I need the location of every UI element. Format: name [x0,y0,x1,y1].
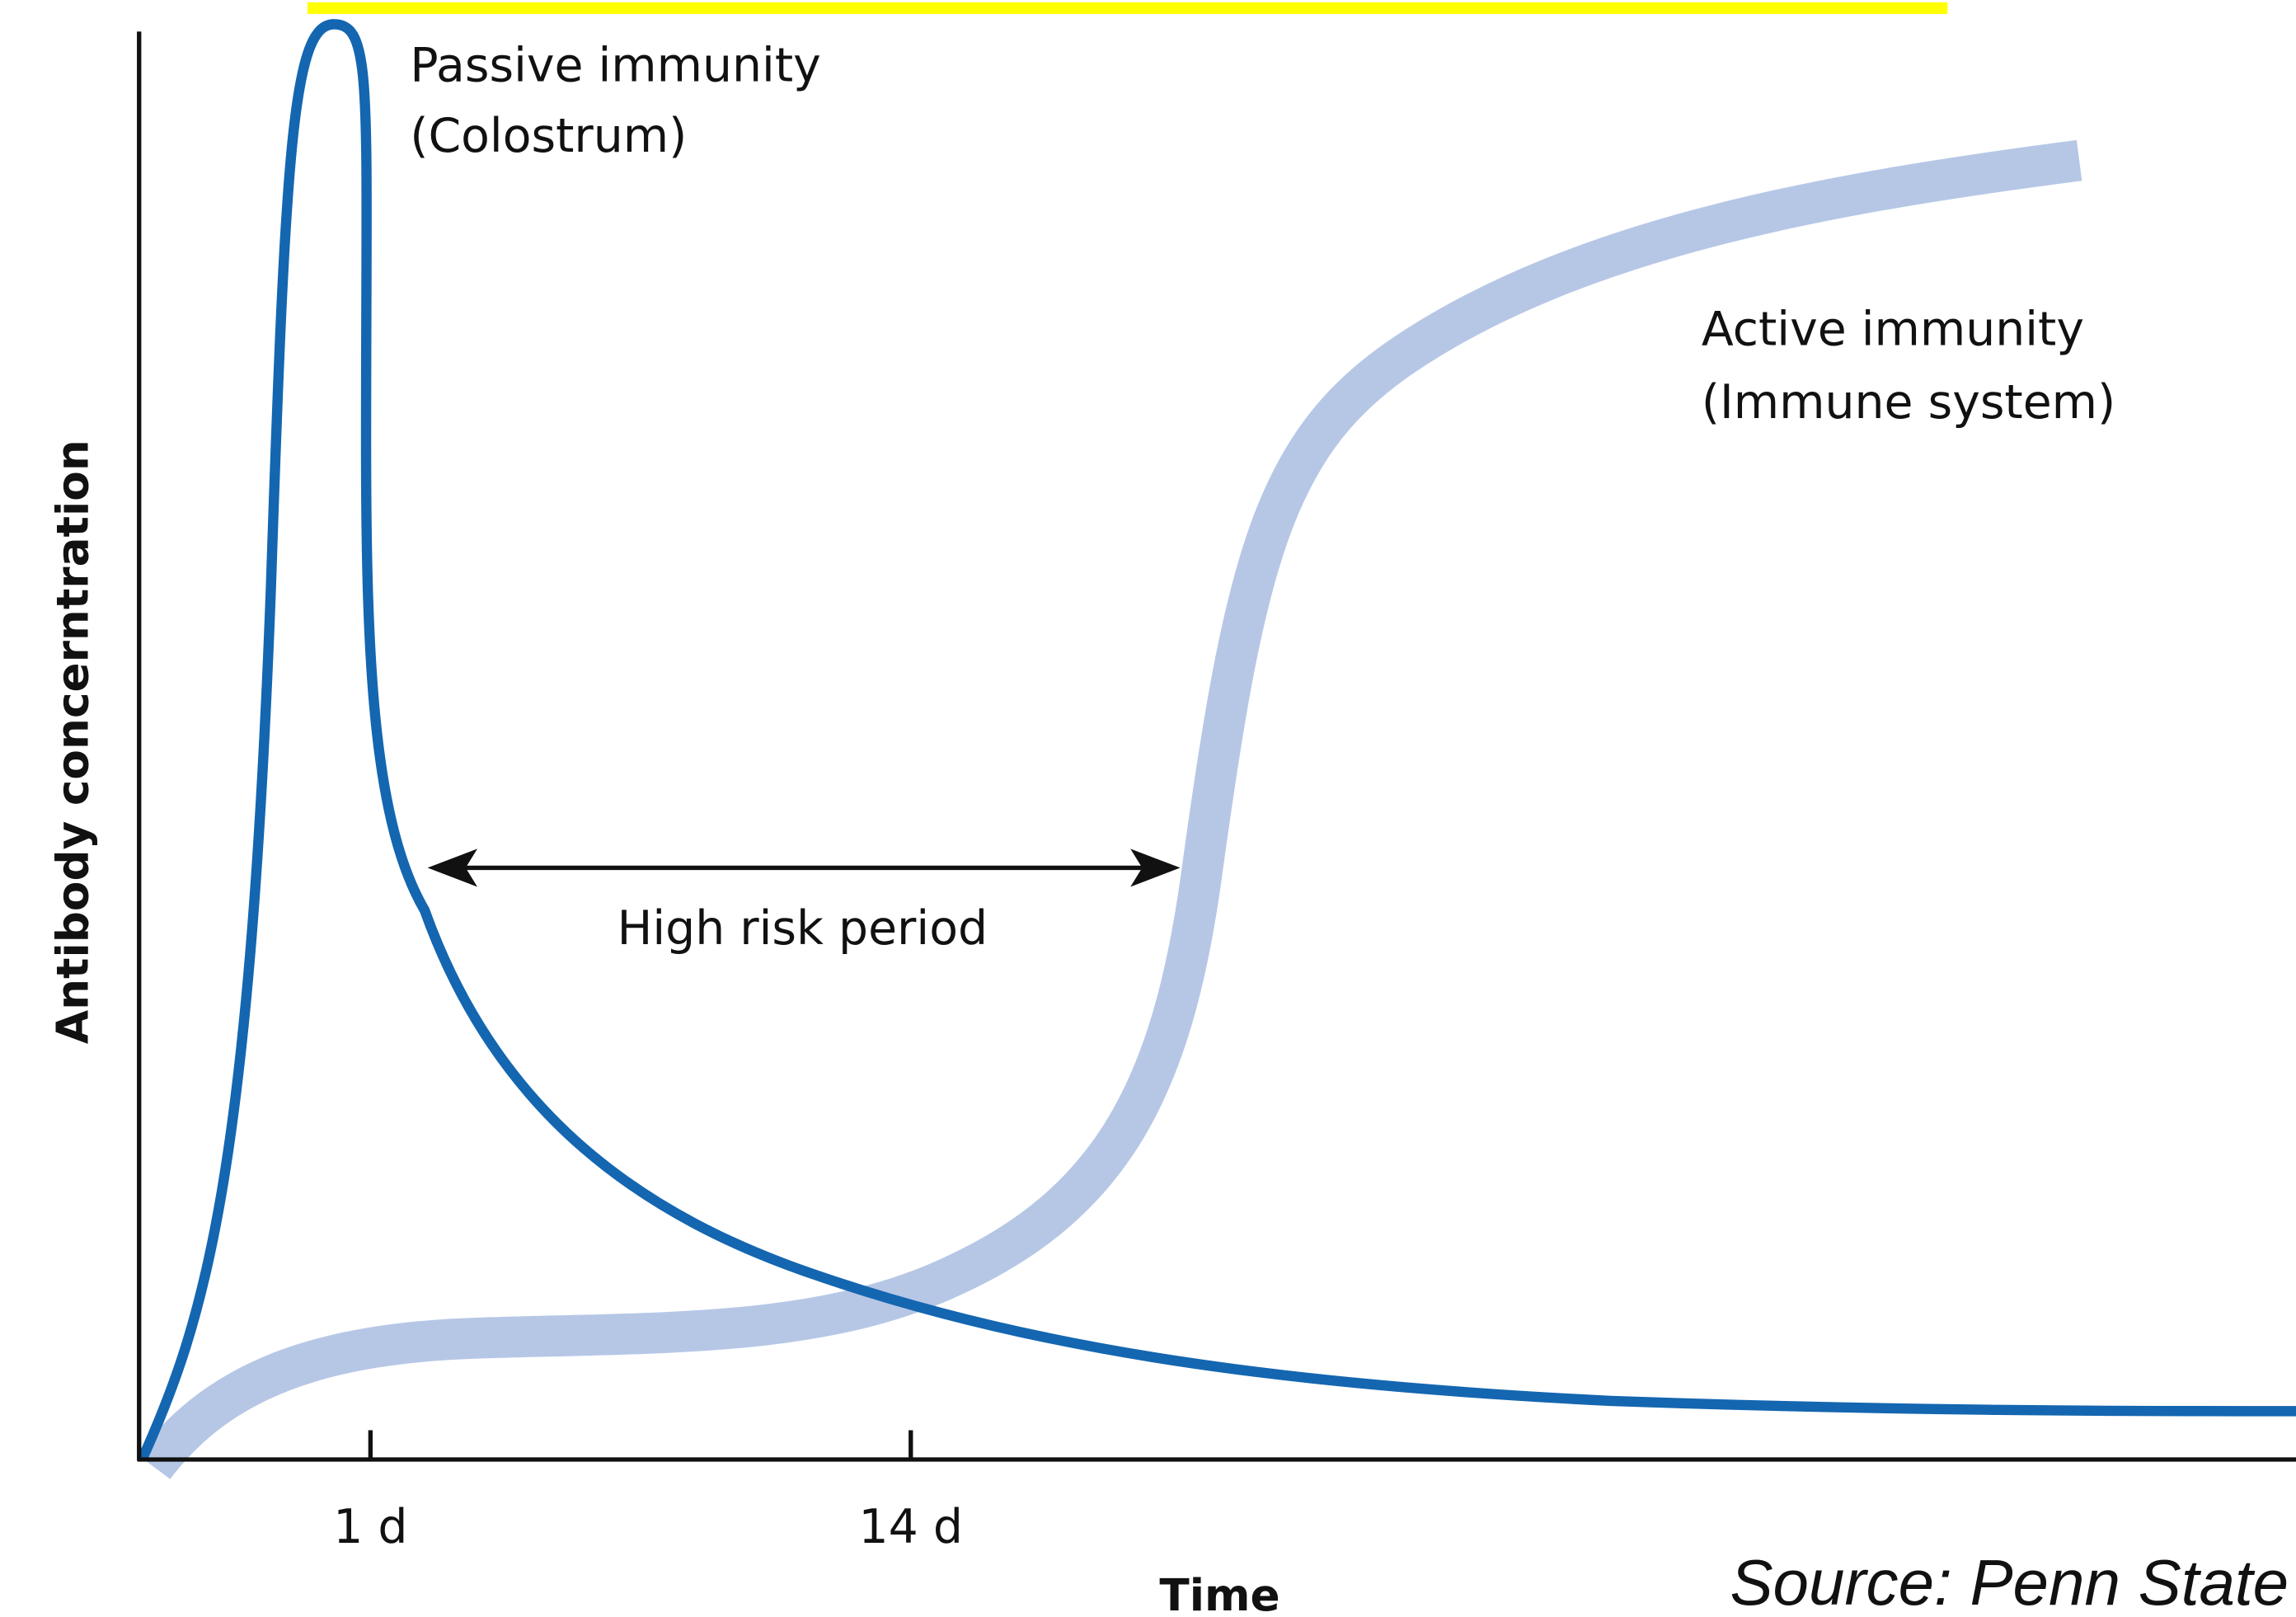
x-tick-label: 1 d [333,1500,407,1554]
highlight-bar [307,2,1948,14]
annotation: (Colostrum) [410,109,687,163]
x-axis-title: Time [1159,1570,1279,1617]
passive-immunity-curve [137,19,2296,1462]
source: Source: Penn State [1730,1546,2289,1617]
annotation: Active immunity [1702,302,2084,356]
active-immunity-curve [137,139,2082,1479]
annotation: Passive immunity [410,39,820,93]
annotation: (Immune system) [1702,375,2115,430]
x-tick-label: 14 d [859,1500,963,1554]
risk-arrow [427,848,1181,887]
annotation: High risk period [617,901,988,956]
y-axis-title: Antibody concerntration [48,440,99,1044]
